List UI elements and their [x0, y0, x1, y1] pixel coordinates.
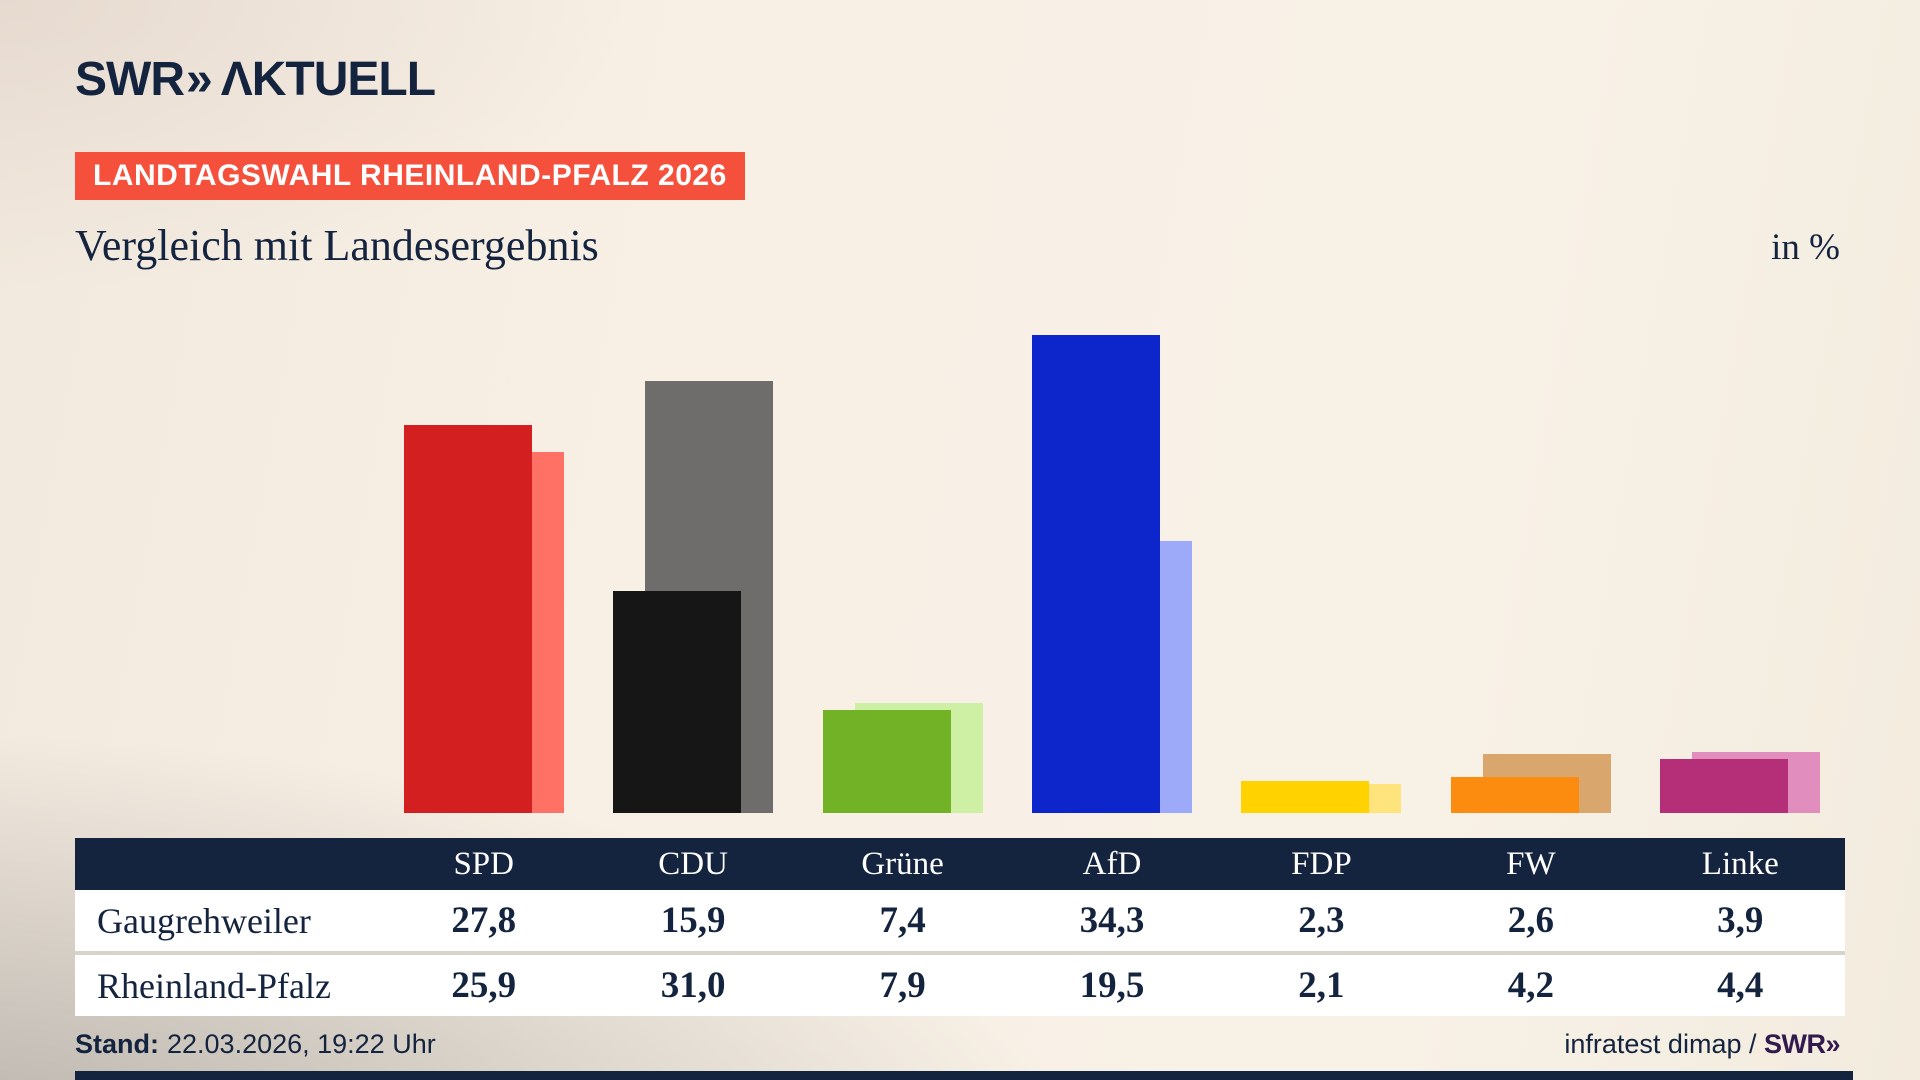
column-header-spd: SPD: [453, 845, 514, 882]
column-header-linke: Linke: [1701, 845, 1779, 882]
value-rheinland-pfalz-spd: 25,9: [451, 965, 517, 1006]
value-rheinland-pfalz-gr-ne: 7,9: [879, 965, 926, 1006]
unit-label: in %: [1771, 227, 1840, 268]
column-header-afd: AfD: [1082, 845, 1142, 882]
row-separator: [75, 951, 1845, 955]
value-gaugrehweiler-afd: 34,3: [1079, 900, 1145, 941]
column-header-gr-ne: Grüne: [861, 845, 944, 882]
bar-cdu-gaugrehweiler: [613, 591, 742, 813]
value-gaugrehweiler-fw: 2,6: [1507, 900, 1554, 941]
table-row-gaugrehweiler: Gaugrehweiler 27,8 15,9 7,4 34,3 2,3 2,6 3,9: [75, 890, 1845, 951]
logo-swr-text: SWR: [75, 53, 185, 106]
results-table: SPD CDU Grüne AfD FDP FW Linke Gaugrehweiler 27…: [75, 838, 1845, 1016]
bottom-bar: [75, 1071, 1853, 1080]
value-gaugrehweiler-cdu: 15,9: [660, 900, 726, 941]
value-rheinland-pfalz-fdp: 2,1: [1298, 965, 1345, 1006]
bar-fw-gaugrehweiler: [1450, 777, 1579, 813]
bar-spd-gaugrehweiler: [404, 425, 532, 813]
bar-fdp-gaugrehweiler: [1241, 781, 1370, 813]
value-rheinland-pfalz-cdu: 31,0: [660, 965, 726, 1006]
logo-aktuell-text: ΛKTUELL: [220, 53, 436, 106]
page-title: Vergleich mit Landesergebnis: [75, 221, 599, 270]
source-line: infratest dimap / SWR»: [1564, 1029, 1840, 1060]
value-rheinland-pfalz-fw: 4,2: [1507, 965, 1554, 1006]
column-header-fw: FW: [1506, 845, 1556, 882]
column-header-fdp: FDP: [1291, 845, 1352, 882]
stand-value: 22.03.2026, 19:22 Uhr: [167, 1029, 436, 1059]
bar-gr-ne-gaugrehweiler: [822, 710, 951, 813]
source-swr-brand: SWR»: [1763, 1029, 1841, 1059]
source-text: infratest dimap /: [1564, 1029, 1764, 1059]
bar-afd-gaugrehweiler: [1031, 335, 1160, 813]
value-gaugrehweiler-fdp: 2,3: [1298, 900, 1345, 941]
value-gaugrehweiler-linke: 3,9: [1717, 900, 1764, 941]
value-rheinland-pfalz-afd: 19,5: [1079, 965, 1145, 1006]
stand-label: Stand:: [75, 1029, 159, 1059]
row-label-rheinland-pfalz: Rheinland-Pfalz: [97, 965, 331, 1006]
value-rheinland-pfalz-linke: 4,4: [1717, 965, 1764, 1006]
table-row-rheinland-pfalz: Rheinland-Pfalz 25,9 31,0 7,9 19,5 2,1 4,2 4,4: [75, 955, 1845, 1016]
value-gaugrehweiler-gr-ne: 7,4: [879, 900, 926, 941]
stand-line: Stand: 22.03.2026, 19:22 Uhr: [75, 1029, 436, 1060]
column-header-cdu: CDU: [658, 845, 728, 882]
election-badge: LANDTAGSWAHL RHEINLAND-PFALZ 2026: [75, 152, 745, 200]
bar-linke-gaugrehweiler: [1659, 759, 1788, 813]
value-gaugrehweiler-spd: 27,8: [451, 900, 517, 941]
table-header-row: SPD CDU Grüne AfD FDP FW Linke: [75, 838, 1845, 890]
row-label-gaugrehweiler: Gaugrehweiler: [97, 900, 311, 941]
swr-aktuell-logo: SWR» ΛKTUELL: [75, 52, 436, 107]
